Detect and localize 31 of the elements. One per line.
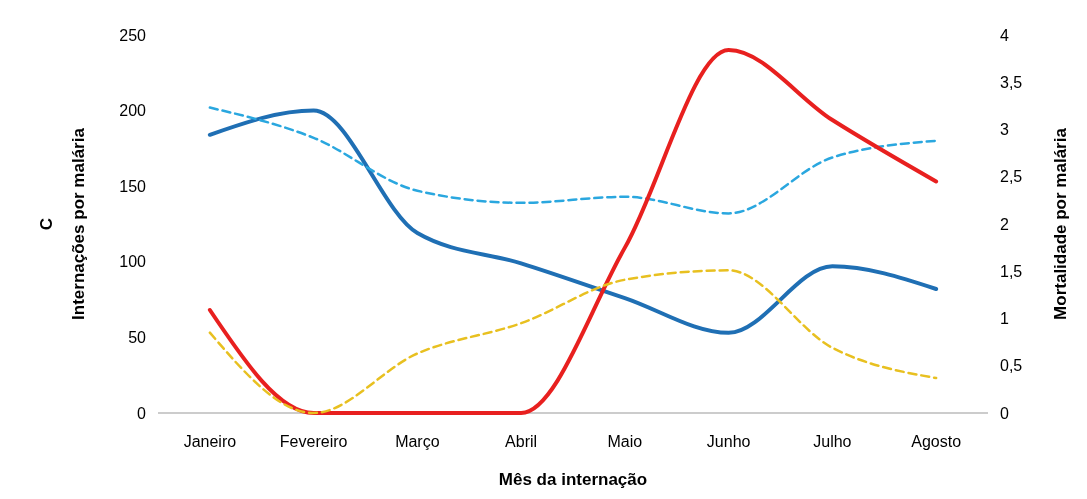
x-tick-label: Maio	[607, 433, 643, 450]
line-series	[207, 108, 939, 335]
y2-tick-label: 3,5	[1000, 73, 1023, 91]
x-tick-label: Fevereiro	[279, 433, 348, 450]
x-axis-title: Mês da internação	[498, 470, 648, 489]
line-series	[207, 48, 939, 415]
y2-tick-label: 4	[1000, 26, 1009, 44]
y-tick-label: 0	[137, 404, 147, 422]
line-series	[208, 106, 938, 215]
y2-tick-label: 0,5	[1000, 357, 1023, 375]
y2-tick-label: 3	[1000, 121, 1009, 139]
x-tick-label: Julho	[813, 433, 852, 450]
y2-tick-label: 0	[1000, 404, 1009, 422]
line-series	[208, 269, 938, 415]
y-axis-title: Internações por malária	[69, 127, 88, 320]
x-tick-label: Janeiro	[183, 433, 237, 450]
y2-tick-label: 2,5	[1000, 168, 1023, 186]
y-tick-label: 200	[119, 102, 147, 120]
x-tick-label: Abril	[505, 433, 538, 450]
x-tick-label: Agosto	[911, 433, 962, 450]
y2-tick-label: 1,5	[1000, 262, 1023, 280]
text: C	[37, 217, 56, 231]
y-tick-label: 100	[119, 253, 147, 271]
y-tick-label: 150	[119, 177, 147, 195]
x-tick-label: Junho	[706, 433, 751, 450]
y2-tick-label: 1	[1000, 310, 1009, 328]
y-tick-label: 250	[119, 26, 147, 44]
y2-tick-label: 2	[1000, 215, 1009, 233]
y2-axis-title: Mortalidade por malária	[1051, 127, 1070, 320]
y-tick-label: 50	[128, 329, 147, 346]
x-tick-label: Março	[395, 433, 440, 450]
